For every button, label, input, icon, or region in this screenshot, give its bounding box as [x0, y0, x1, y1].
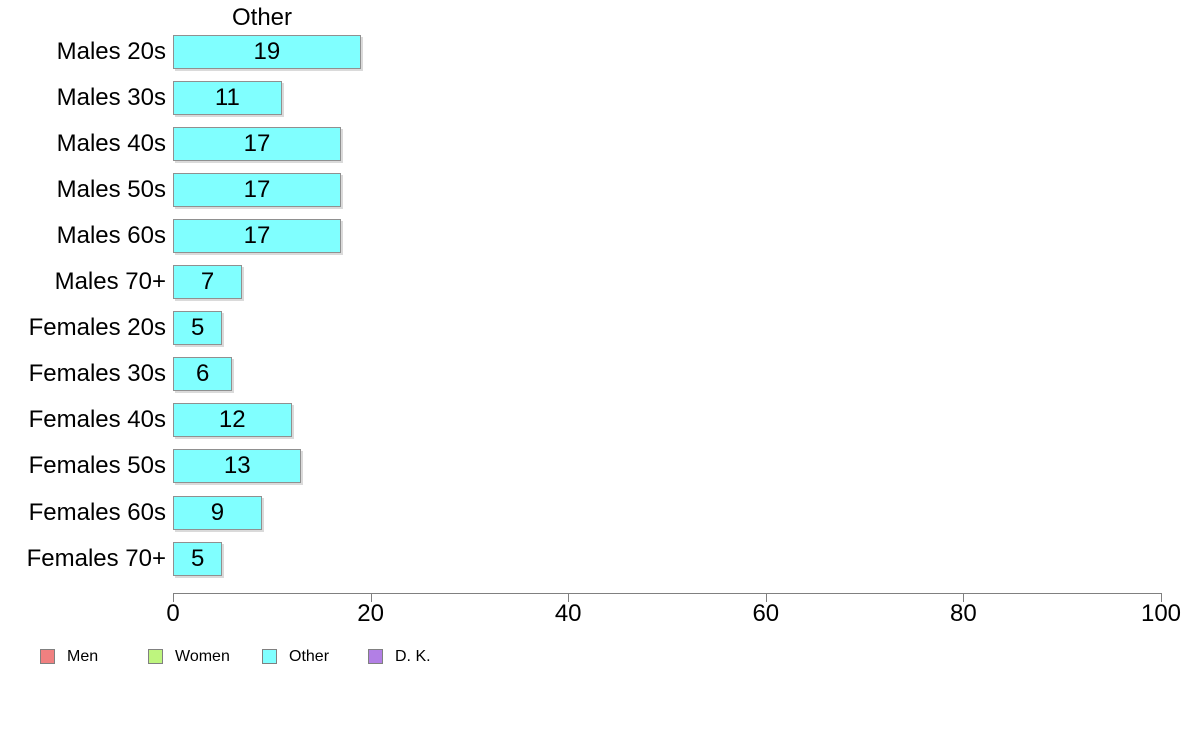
bar: 7	[173, 265, 243, 299]
bar-value-label: 17	[243, 129, 271, 157]
category-label: Females 30s	[28, 360, 166, 388]
bar: 9	[173, 495, 262, 530]
axis-tick-label: 100	[1140, 600, 1182, 627]
category-label: Females 50s	[28, 452, 166, 480]
category-label: Males 70+	[54, 268, 166, 295]
axis-tick-label: 0	[166, 600, 180, 627]
legend-label: Women	[175, 648, 230, 665]
legend-swatch-icon	[262, 649, 277, 664]
bar-value-label: 11	[214, 83, 240, 111]
bar: 5	[173, 311, 223, 346]
bar: 13	[173, 449, 302, 484]
legend-swatch-icon	[368, 649, 383, 664]
bar: 17	[173, 218, 341, 253]
axis-tick	[963, 593, 965, 602]
bar: 12	[173, 403, 292, 438]
category-label: Males 40s	[56, 129, 166, 157]
category-label: Males 60s	[56, 221, 166, 249]
legend-swatch-icon	[148, 649, 163, 664]
bar-value-label: 12	[218, 406, 246, 434]
bar-value-label: 19	[253, 37, 281, 65]
axis-tick-label: 20	[357, 600, 384, 627]
axis-tick-label: 80	[950, 600, 977, 627]
bar-value-label: 5	[191, 314, 205, 342]
bar: 17	[173, 126, 341, 161]
axis-tick-label: 60	[752, 600, 780, 627]
axis-tick	[370, 593, 372, 602]
bar-value-label: 9	[210, 498, 225, 526]
bar-value-label: 13	[223, 452, 251, 480]
bar-value-label: 7	[200, 268, 215, 295]
axis-tick	[765, 593, 767, 602]
axis-tick	[173, 593, 174, 602]
legend-swatch-icon	[40, 649, 55, 664]
legend-label: Other	[289, 648, 330, 665]
category-label: Males 20s	[56, 37, 166, 65]
category-label: Males 50s	[56, 175, 166, 203]
bar-value-label: 17	[243, 175, 271, 203]
category-label: Females 60s	[28, 498, 166, 526]
axis-tick-label: 40	[554, 600, 582, 627]
legend-label: D. K.	[395, 648, 431, 665]
chart-title: Other	[231, 4, 293, 31]
axis-tick	[1161, 593, 1162, 602]
bar: 19	[173, 34, 361, 69]
axis-line	[173, 593, 1161, 594]
bar-value-label: 17	[243, 221, 271, 249]
bar-value-label: 6	[195, 360, 210, 388]
bar: 11	[173, 80, 282, 115]
legend-label: Men	[67, 648, 99, 665]
axis-tick	[568, 593, 570, 602]
bar: 5	[173, 541, 223, 576]
category-label: Females 20s	[28, 314, 166, 342]
bar-value-label: 5	[191, 544, 205, 572]
category-label: Males 30s	[56, 83, 166, 111]
bar: 6	[173, 357, 233, 392]
bar: 17	[173, 172, 341, 207]
category-label: Females 70+	[26, 544, 166, 572]
category-label: Females 40s	[28, 406, 166, 434]
